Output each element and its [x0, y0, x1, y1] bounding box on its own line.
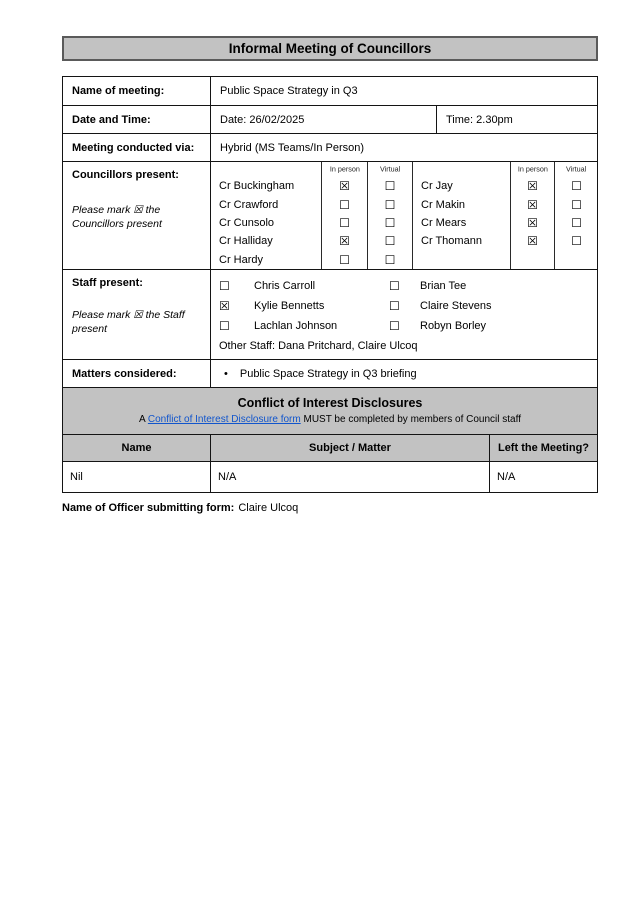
conflict-row-name: Nil [70, 471, 83, 483]
checkbox-chris-carroll[interactable]: ☐ [219, 279, 230, 293]
staff-name: Brian Tee [420, 280, 467, 292]
name-of-meeting-label: Name of meeting: [72, 85, 165, 97]
checkbox-robyn-borley[interactable]: ☐ [389, 319, 400, 333]
checkbox-cr-thomann-in-person[interactable]: ☒ [527, 234, 538, 249]
checkbox-cr-mears-virtual[interactable]: ☐ [571, 215, 582, 230]
checkbox-cr-buckingham-virtual[interactable]: ☐ [384, 179, 396, 194]
conflict-title: Conflict of Interest Disclosures [237, 396, 423, 410]
councillors-present-label: Councillors present: [72, 169, 179, 181]
conflict-table-header: Name Subject / Matter Left the Meeting? [63, 434, 597, 461]
form-title: Informal Meeting of Councillors [228, 41, 432, 56]
name-of-meeting-value: Public Space Strategy in Q3 [210, 77, 597, 105]
conflict-header-left-meeting: Left the Meeting? [489, 435, 597, 461]
conflict-disclosure-form-link[interactable]: Conflict of Interest Disclosure form [147, 414, 301, 425]
conducted-via-label: Meeting conducted via: [72, 141, 195, 154]
conducted-via-value: Hybrid (MS Teams/In Person) [210, 134, 597, 161]
conflict-table-row: Nil N/A N/A [63, 461, 597, 492]
councillor-name: Cr Crawford [219, 198, 279, 211]
staff-row: ☒ Kylie Bennetts ☐ Claire Stevens [211, 296, 597, 316]
checkbox-cr-thomann-virtual[interactable]: ☐ [571, 234, 582, 249]
councillors-grid: Cr Buckingham Cr Crawford Cr Cunsolo Cr … [210, 162, 598, 269]
staff-name: Robyn Borley [420, 320, 487, 332]
staff-list: ☐ Chris Carroll ☐ Brian Tee ☒ Kylie Benn… [210, 270, 597, 359]
officer-label: Name of Officer submitting form: [62, 502, 235, 514]
staff-name: Claire Stevens [420, 300, 492, 312]
virtual-column-left: Virtual ☐ ☐ ☐ ☐ ☐ [367, 162, 412, 269]
councillor-name: Cr Thomann [421, 235, 482, 248]
meeting-form-table: Name of meeting: Public Space Strategy i… [62, 76, 598, 493]
checkbox-brian-tee[interactable]: ☐ [389, 279, 400, 293]
staff-name: Kylie Bennetts [254, 300, 325, 312]
checkbox-claire-stevens[interactable]: ☐ [389, 299, 400, 313]
councillor-name: Cr Halliday [219, 235, 273, 248]
row-name-of-meeting: Name of meeting: Public Space Strategy i… [63, 77, 597, 105]
conflict-header-block: Conflict of Interest Disclosures A Confl… [63, 387, 597, 434]
row-conducted-via: Meeting conducted via: Hybrid (MS Teams/… [63, 133, 597, 161]
row-date-time: Date and Time: Date: 26/02/2025 Time: 2.… [63, 105, 597, 133]
conflict-header-name: Name [121, 442, 152, 454]
checkbox-cr-makin-in-person[interactable]: ☒ [527, 197, 538, 212]
date-time-label: Date and Time: [72, 113, 151, 126]
checkbox-kylie-bennetts[interactable]: ☒ [219, 299, 230, 313]
conflict-subtitle: A Conflict of Interest Disclosure form M… [63, 414, 597, 425]
form-title-bar: Informal Meeting of Councillors [62, 36, 598, 61]
in-person-header: In person [329, 165, 360, 174]
conflict-header-subject: Subject / Matter [210, 435, 489, 461]
checkbox-cr-jay-in-person[interactable]: ☒ [527, 179, 538, 194]
staff-row: ☐ Chris Carroll ☐ Brian Tee [211, 276, 597, 296]
checkbox-cr-cunsolo-in-person[interactable]: ☐ [339, 215, 350, 230]
checkbox-cr-makin-virtual[interactable]: ☐ [571, 197, 582, 212]
councillors-note: Please mark ☒ the Councillors present [72, 204, 162, 230]
checkbox-cr-crawford-virtual[interactable]: ☐ [384, 197, 396, 212]
councillor-names-left: Cr Buckingham Cr Crawford Cr Cunsolo Cr … [211, 162, 321, 269]
checkbox-cr-halliday-in-person[interactable]: ☒ [339, 234, 350, 249]
in-person-header: In person [517, 165, 548, 174]
checkbox-lachlan-johnson[interactable]: ☐ [219, 319, 230, 333]
councillor-name: Cr Makin [421, 198, 466, 211]
councillor-name: Cr Buckingham [219, 180, 295, 193]
conflict-subtitle-prefix: A [138, 414, 148, 425]
councillor-name: Cr Hardy [219, 253, 264, 266]
checkbox-cr-hardy-virtual[interactable]: ☐ [384, 252, 396, 267]
checkbox-cr-hardy-in-person[interactable]: ☐ [339, 252, 350, 267]
councillor-name: Cr Mears [421, 216, 467, 229]
councillor-names-right: Cr Jay Cr Makin Cr Mears Cr Thomann [412, 162, 510, 269]
virtual-column-right: Virtual ☐ ☐ ☐ ☐ [554, 162, 598, 269]
checkbox-cr-mears-in-person[interactable]: ☒ [527, 215, 538, 230]
checkbox-cr-jay-virtual[interactable]: ☐ [571, 179, 582, 194]
conflict-subtitle-suffix: MUST be completed by members of Council … [300, 414, 521, 425]
matters-label: Matters considered: [72, 367, 177, 380]
virtual-header: Virtual [379, 165, 401, 174]
row-councillors-present: Councillors present: Please mark ☒ the C… [63, 161, 597, 269]
staff-name: Lachlan Johnson [254, 320, 338, 332]
staff-note: Please mark ☒ the Staff present [72, 309, 185, 335]
checkbox-cr-crawford-in-person[interactable]: ☐ [339, 197, 350, 212]
other-staff: Other Staff: Dana Pritchard, Claire Ulco… [219, 340, 418, 352]
staff-name: Chris Carroll [254, 280, 316, 292]
in-person-column-right: In person ☒ ☒ ☒ ☒ [510, 162, 554, 269]
row-matters-considered: Matters considered: • Public Space Strat… [63, 359, 597, 387]
row-staff-present: Staff present: Please mark ☒ the Staff p… [63, 269, 597, 359]
officer-value: Claire Ulcoq [238, 502, 299, 514]
councillor-name: Cr Cunsolo [219, 216, 275, 229]
in-person-column-left: In person ☒ ☐ ☐ ☒ ☐ [321, 162, 367, 269]
checkbox-cr-halliday-virtual[interactable]: ☐ [384, 234, 396, 249]
virtual-header: Virtual [566, 165, 587, 174]
officer-line: Name of Officer submitting form: Claire U… [62, 502, 298, 514]
staff-row: ☐ Lachlan Johnson ☐ Robyn Borley [211, 316, 597, 336]
time-value: Time: 2.30pm [436, 106, 597, 133]
staff-label-cell: Staff present: Please mark ☒ the Staff p… [63, 270, 210, 359]
bullet-icon: • [224, 367, 228, 380]
checkbox-cr-buckingham-in-person[interactable]: ☒ [339, 179, 350, 194]
councillors-label-cell: Councillors present: Please mark ☒ the C… [63, 162, 210, 269]
matters-value-cell: • Public Space Strategy in Q3 briefing [210, 360, 597, 387]
date-value: Date: 26/02/2025 [210, 106, 436, 133]
councillor-name: Cr Jay [421, 180, 453, 193]
staff-present-label: Staff present: [72, 277, 143, 289]
conflict-row-left-meeting: N/A [489, 462, 597, 492]
checkbox-cr-cunsolo-virtual[interactable]: ☐ [384, 215, 396, 230]
matters-value: Public Space Strategy in Q3 briefing [239, 367, 417, 380]
conflict-row-subject: N/A [210, 462, 489, 492]
